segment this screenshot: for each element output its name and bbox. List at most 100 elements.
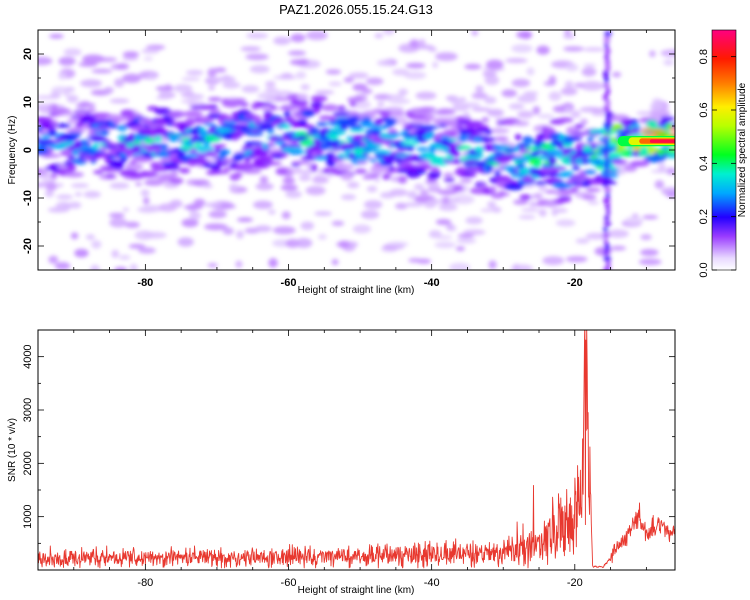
spectrogram-blob [519, 194, 532, 201]
spectrogram-blob [233, 171, 243, 178]
spectrogram-noise-blob [623, 164, 638, 172]
spectrogram-noise-blob [143, 231, 167, 239]
spectrogram-noise-blob [114, 78, 125, 88]
spectrogram-blob [455, 166, 467, 175]
spectrogram-noise-blob [415, 91, 437, 100]
spectrogram-noise-blob [108, 212, 125, 218]
spectrogram-blob [67, 155, 76, 161]
vertical-band-blob [606, 209, 611, 216]
spectrogram-noise-blob [565, 63, 579, 72]
spectrogram-noise-blob [649, 50, 656, 58]
vertical-band-blob [604, 58, 611, 67]
spectrogram-blob [68, 201, 82, 209]
spectrogram-noise-blob [204, 223, 228, 231]
colorbar-gradient [712, 30, 736, 270]
spectrogram-blob [385, 94, 406, 99]
spectrogram-blob [357, 112, 376, 121]
spectrogram-blob [416, 160, 433, 164]
spectrogram-noise-blob [208, 210, 227, 219]
spectrogram-blob [629, 119, 639, 124]
spectrogram-noise-blob [80, 79, 103, 88]
spectrogram-noise-blob [532, 106, 541, 115]
spectrogram-blob [217, 75, 236, 83]
spectrogram-blob [489, 185, 497, 193]
spectrogram-blob [428, 198, 440, 205]
spectrogram-blob [521, 208, 541, 212]
spectrogram-noise-blob [137, 206, 158, 214]
spectrogram-noise-blob [240, 46, 261, 52]
spectrogram-blob [185, 93, 205, 100]
spectrogram-noise-blob [82, 54, 105, 64]
spectrogram-noise-blob [268, 209, 276, 215]
spectrogram-noise-blob [560, 87, 578, 96]
spectrogram-blob [113, 163, 124, 170]
vertical-band-blob [603, 135, 609, 140]
spectrogram-blob [282, 125, 291, 129]
spectrogram-blob [285, 190, 302, 199]
spectrogram-noise-blob [74, 248, 89, 258]
spectrogram-blob [529, 200, 536, 208]
spectrogram-blob [459, 172, 477, 178]
spectrogram-noise-blob [138, 247, 156, 254]
spectrogram-noise-blob [208, 85, 216, 91]
spectrogram-blob [406, 171, 421, 179]
spectrogram-noise-blob [537, 114, 555, 119]
spectrogram-noise-blob [108, 114, 121, 121]
spectrogram-blob [530, 194, 537, 199]
spectrogram-noise-blob [484, 75, 500, 86]
y-tick-label: -20 [22, 238, 34, 254]
spectrogram-noise-blob [516, 31, 533, 39]
spectrogram-noise-blob [575, 238, 590, 244]
spectrogram-noise-blob [143, 197, 150, 205]
spectrogram-blob [346, 96, 364, 103]
spectrogram-blob [538, 209, 547, 217]
spectrogram-blob [313, 106, 321, 114]
y-tick-label: 4000 [22, 344, 34, 368]
spectrogram-noise-blob [581, 67, 597, 77]
spectrogram-blob [135, 182, 143, 186]
spectrogram-blob [587, 200, 600, 205]
vertical-band-blob [602, 232, 611, 238]
spectrogram-noise-blob [471, 92, 488, 100]
spectrogram-blob [479, 137, 498, 142]
spectrogram-noise-blob [287, 50, 307, 56]
spectrogram-noise-blob [122, 73, 142, 84]
spectrogram-blob [512, 156, 531, 163]
spectrogram-noise-blob [353, 100, 371, 110]
spectrogram-blob [55, 183, 64, 188]
spectrogram-blob [416, 164, 433, 170]
spectrogram-noise-blob [612, 71, 622, 78]
spectrogram-blob [56, 123, 71, 128]
spectrogram-blob [437, 189, 458, 195]
spectrogram-blob [638, 152, 650, 157]
spectrogram-noise-blob [666, 192, 675, 198]
spectrogram-noise-blob [177, 237, 194, 247]
spectrogram-noise-blob [300, 221, 315, 231]
vertical-band-blob [604, 76, 609, 84]
spectrogram-blob [326, 159, 336, 167]
snr-ticks: -80 -60 -40 -20 1000 2000 3000 4000 [22, 329, 675, 589]
spectrogram-blob [534, 159, 541, 169]
spectrogram-noise-blob [116, 63, 129, 70]
spectrogram-noise-blob [456, 238, 477, 244]
spectrogram-blob [195, 145, 214, 153]
spectrogram-blob [611, 159, 628, 165]
spectrogram-blob [407, 190, 418, 199]
spectrogram-noise-blob [122, 56, 139, 61]
spectrogram-noise-blob [54, 262, 71, 270]
spectrogram-blob [44, 189, 55, 198]
spectrogram-blob [180, 99, 197, 104]
colorbar: 0.0 0.2 0.4 0.6 0.8 Normalized spectral ampl… [698, 29, 748, 278]
spectrogram-blob [361, 152, 370, 156]
spectrogram-blob [154, 135, 163, 143]
spectrogram-blob [385, 117, 398, 126]
spectrogram-noise-blob [435, 219, 452, 225]
spectrogram-blob [379, 111, 392, 117]
vertical-band-blob [602, 83, 610, 89]
spectrogram-blob [450, 152, 462, 157]
spectrogram-noise-blob [501, 89, 517, 98]
spectrogram-blob [456, 145, 472, 151]
spectrogram-blob [272, 154, 284, 158]
vertical-band-blob [604, 31, 612, 37]
spectrogram-blob [245, 141, 264, 147]
